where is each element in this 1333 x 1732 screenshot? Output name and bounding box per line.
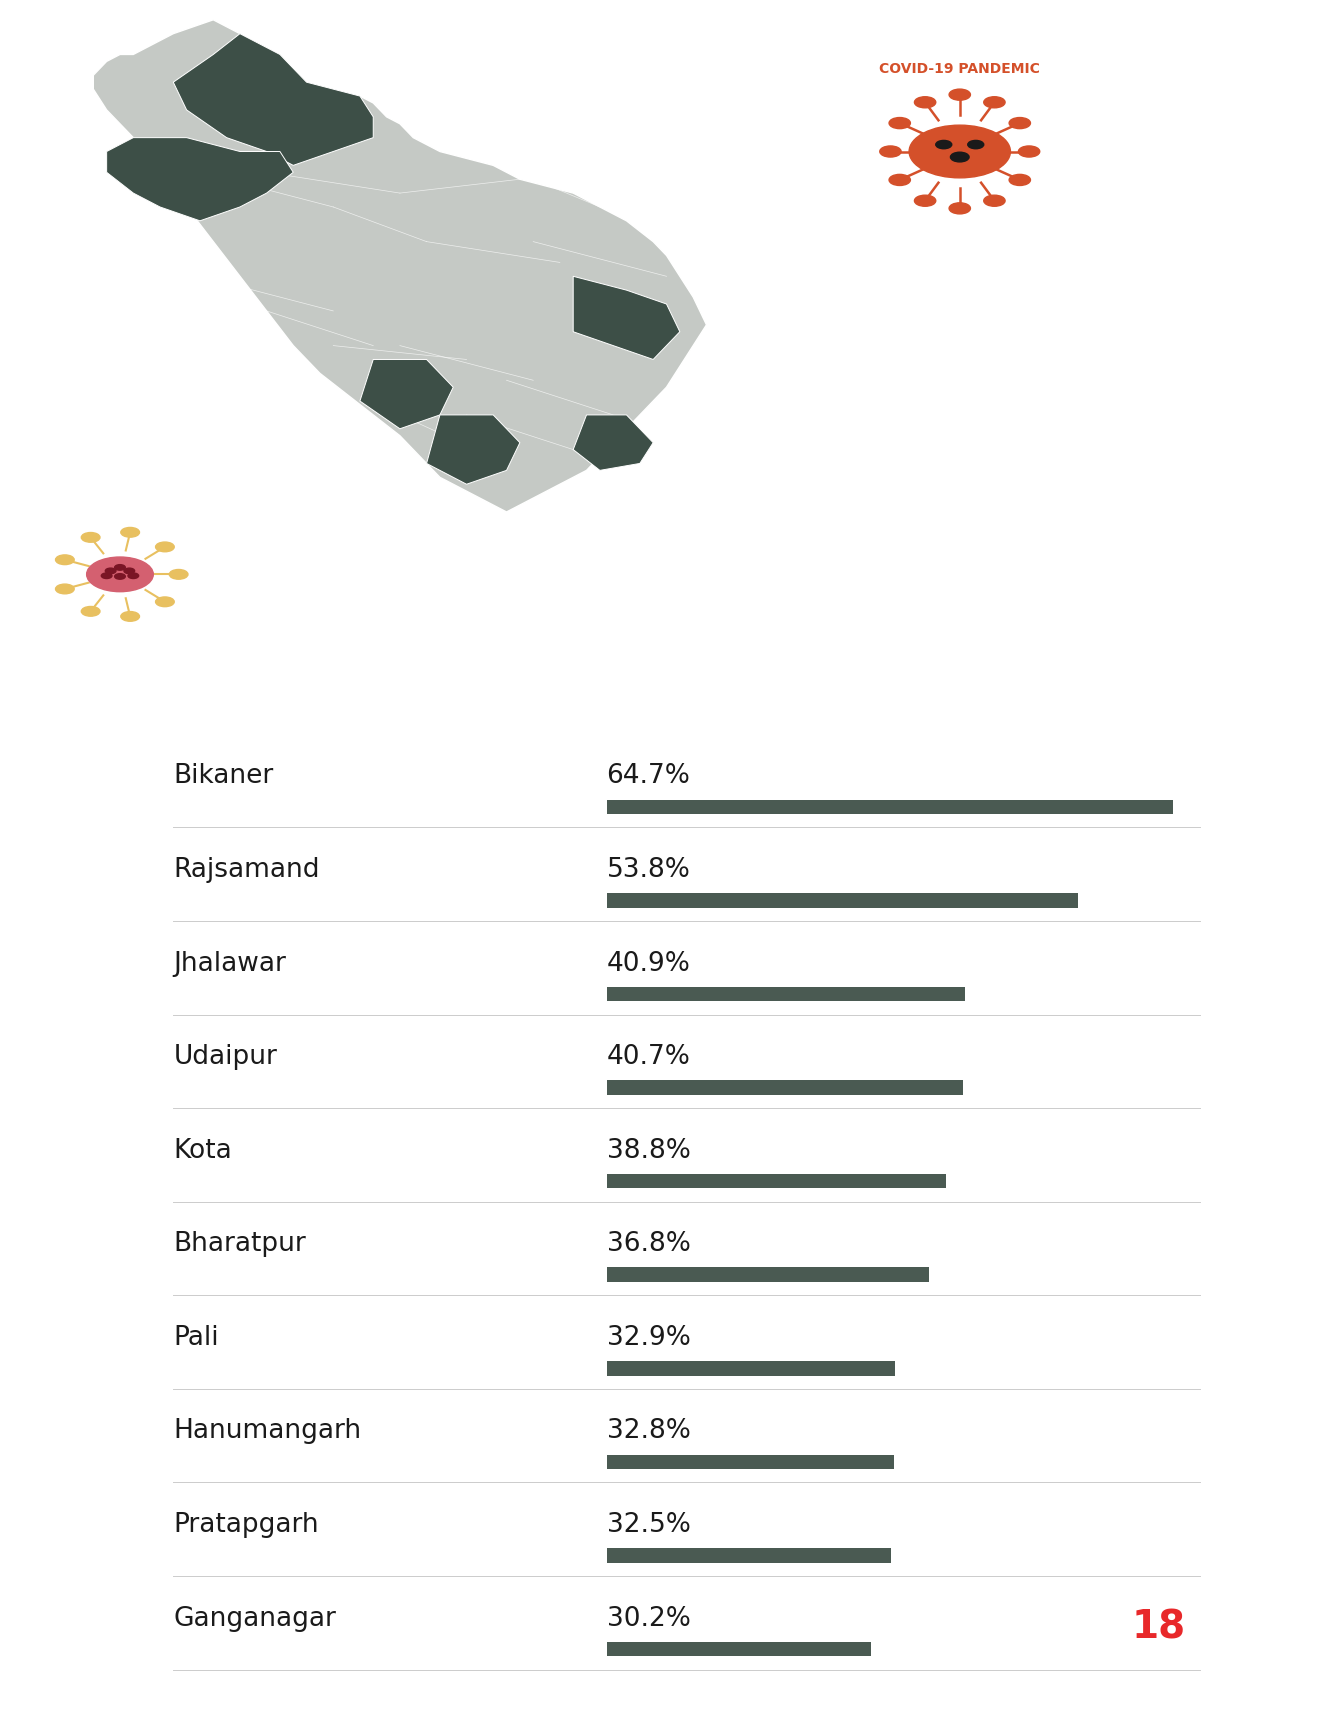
Text: Jhalawar: Jhalawar (173, 949, 287, 977)
Bar (607, 1174, 946, 1188)
Polygon shape (173, 35, 373, 166)
Text: Ten districts with highest weekly: Ten districts with highest weekly (766, 348, 1153, 372)
Text: 18: 18 (1132, 1607, 1185, 1645)
Circle shape (115, 575, 125, 580)
Circle shape (936, 142, 952, 149)
Text: Ganganagar: Ganganagar (173, 1604, 336, 1632)
Text: 64.7%: 64.7% (607, 762, 690, 790)
Circle shape (880, 147, 901, 158)
Circle shape (914, 196, 936, 208)
Bar (607, 1642, 870, 1656)
Text: 53.8%: 53.8% (607, 856, 690, 883)
Circle shape (101, 573, 112, 578)
Bar (607, 1361, 894, 1375)
Circle shape (121, 611, 140, 622)
Text: NEWS: NEWS (958, 1623, 1070, 1656)
Circle shape (914, 97, 936, 109)
Bar (607, 1548, 890, 1562)
Text: 30.2%: 30.2% (607, 1604, 690, 1632)
Polygon shape (573, 416, 653, 471)
Circle shape (169, 570, 188, 580)
Text: 40.7%: 40.7% (607, 1043, 690, 1070)
Circle shape (105, 568, 116, 575)
Text: positivity rate: positivity rate (878, 404, 1041, 428)
Circle shape (1009, 175, 1030, 187)
Circle shape (128, 573, 139, 578)
Circle shape (984, 196, 1005, 208)
Circle shape (1009, 118, 1030, 130)
Text: Pali: Pali (173, 1323, 219, 1351)
Circle shape (950, 152, 969, 163)
Text: 36.8%: 36.8% (607, 1230, 690, 1257)
Circle shape (889, 118, 910, 130)
Text: 32.5%: 32.5% (607, 1510, 690, 1538)
Text: 32.9%: 32.9% (607, 1323, 690, 1351)
Text: Bharatpur: Bharatpur (173, 1230, 307, 1257)
Circle shape (1018, 147, 1040, 158)
Circle shape (121, 528, 140, 539)
Bar (607, 1268, 929, 1282)
Circle shape (56, 585, 75, 594)
Polygon shape (360, 360, 453, 430)
Circle shape (949, 204, 970, 215)
Text: Udaipur: Udaipur (173, 1043, 277, 1070)
Circle shape (889, 175, 910, 187)
Polygon shape (427, 416, 520, 485)
Circle shape (949, 90, 970, 100)
Bar (607, 800, 1173, 814)
Text: Kota: Kota (173, 1136, 232, 1164)
Text: Rajasthan: Rajasthan (733, 223, 1186, 303)
Text: 32.8%: 32.8% (607, 1417, 690, 1444)
Text: Hanumangarh: Hanumangarh (173, 1417, 361, 1444)
Bar (607, 1081, 962, 1095)
Text: Rajsamand: Rajsamand (173, 856, 320, 883)
Circle shape (115, 565, 125, 572)
Text: 38.8%: 38.8% (607, 1136, 690, 1164)
Circle shape (156, 542, 175, 553)
Circle shape (87, 558, 153, 592)
Text: creative: creative (1134, 1671, 1197, 1685)
Circle shape (81, 608, 100, 617)
Polygon shape (93, 21, 706, 513)
Text: COVID-19 PANDEMIC: COVID-19 PANDEMIC (880, 62, 1040, 76)
Text: (4th May to 10th May): (4th May to 10th May) (836, 475, 1084, 495)
Circle shape (968, 142, 984, 149)
Text: Bikaner: Bikaner (173, 762, 273, 790)
Circle shape (909, 126, 1010, 178)
Circle shape (56, 556, 75, 565)
Text: 40.9%: 40.9% (607, 949, 690, 977)
Circle shape (124, 568, 135, 575)
Circle shape (156, 598, 175, 608)
Bar (607, 894, 1077, 908)
Polygon shape (107, 139, 293, 222)
Polygon shape (573, 277, 680, 360)
Circle shape (81, 533, 100, 542)
Bar (607, 1455, 893, 1469)
Text: Pratapgarh: Pratapgarh (173, 1510, 319, 1538)
Bar (607, 987, 965, 1001)
Circle shape (984, 97, 1005, 109)
